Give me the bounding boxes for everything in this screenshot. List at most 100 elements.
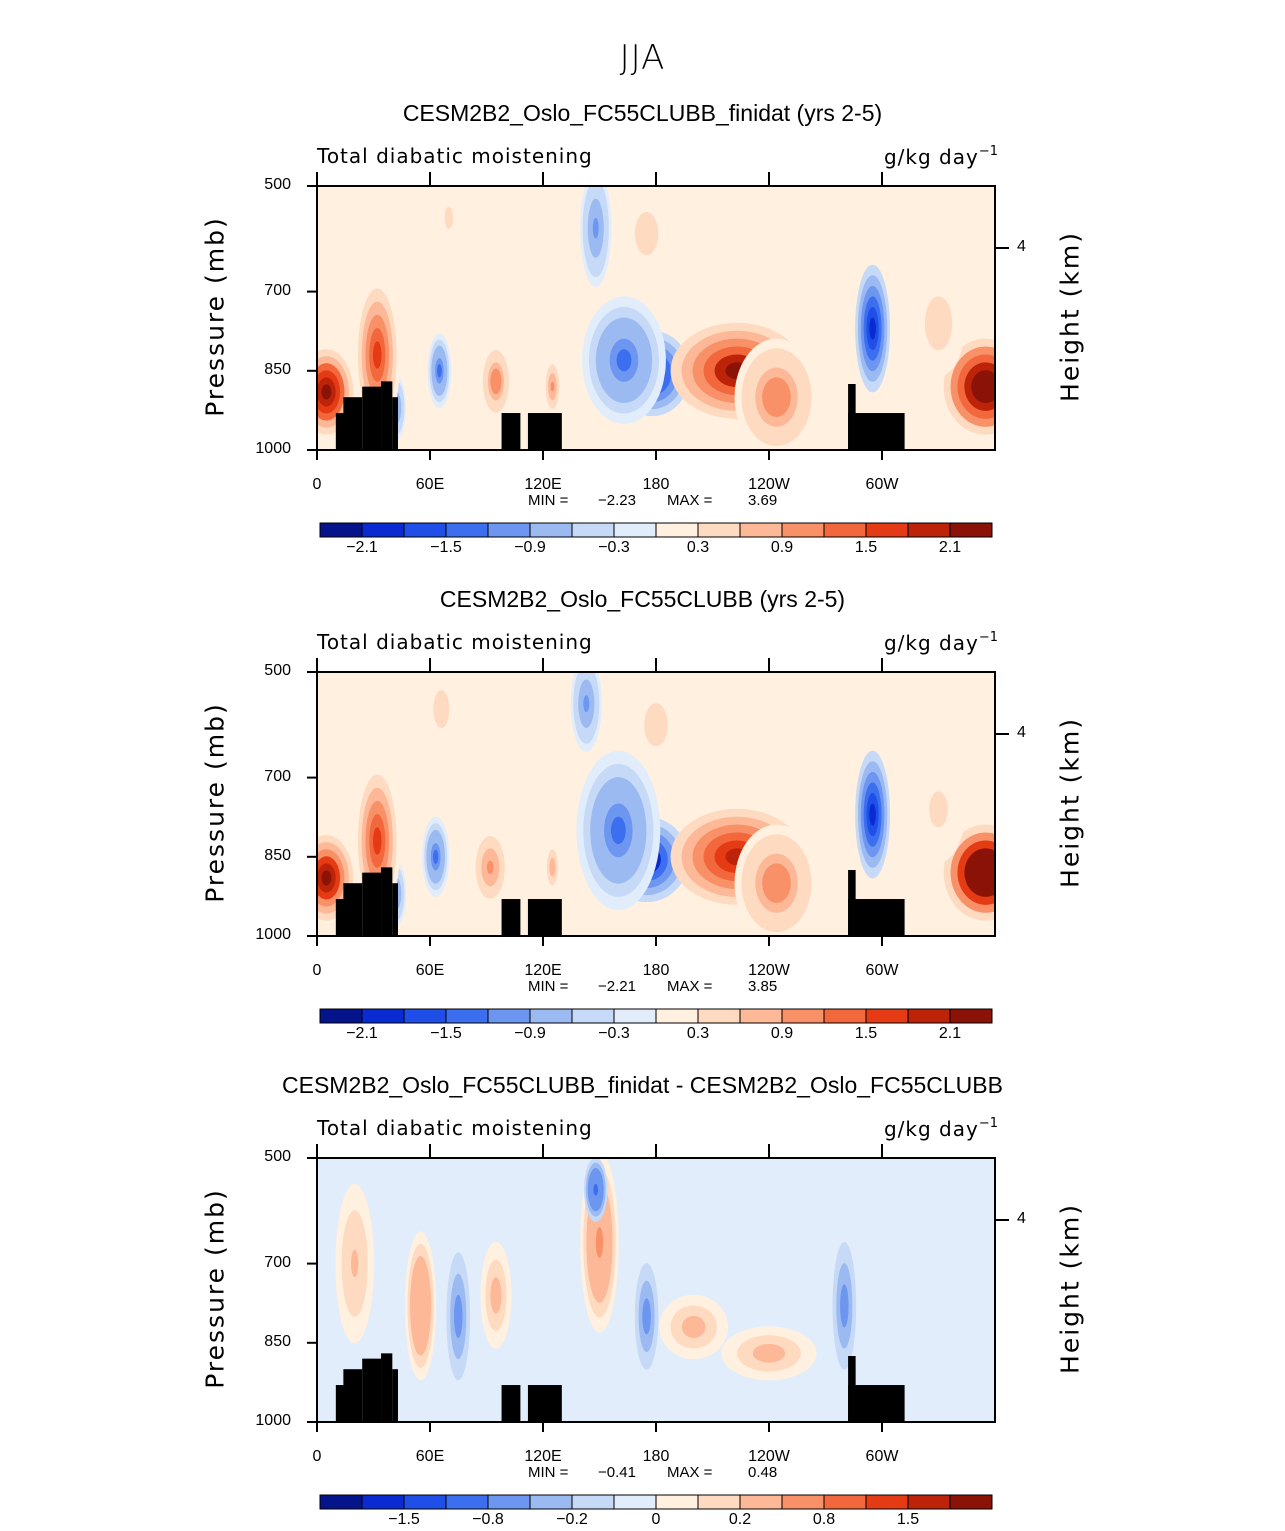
colorbar-label: 2.1 [938,539,962,556]
topography-mask [335,413,348,450]
x-tick-label: 120E [524,1448,562,1465]
colorbar-label: 1.5 [896,1511,920,1528]
variable-label: Total diabatic moistening [317,1116,593,1140]
colorbar-swatch [613,1494,657,1510]
min-value: −2.23 [598,492,636,509]
topography-mask [848,1385,905,1422]
x-tick-label: 120W [748,1448,790,1465]
contour-region [978,378,993,396]
colorbar-swatch [949,1494,993,1510]
contour-region [438,702,445,716]
y-tick-label: 850 [264,846,291,864]
x-tick-label: 0 [312,1448,322,1465]
panel-title: CESM2B2_Oslo_FC55CLUBB_finidat (yrs 2-5) [402,100,883,126]
contour-region [373,341,382,369]
max-label: MAX = [667,492,713,509]
colorbar-label: −0.3 [598,1025,630,1042]
colorbar-swatch [403,1494,447,1510]
x-tick-label: 120W [748,476,790,493]
colorbar-swatch [697,1494,741,1510]
x-tick-label: 60W [865,1448,899,1465]
contour-plot [307,658,1009,946]
colorbar-swatch [361,1494,405,1510]
contour-region [610,816,626,845]
colorbar-swatch [907,1494,951,1510]
units-base: g/kg day [883,1117,979,1141]
min-label: MIN = [528,492,569,509]
x-tick-label: 120E [524,476,562,493]
contour-region [583,695,590,713]
contour-region [437,364,442,378]
x-tick-label: 0 [312,962,322,979]
colorbar-swatch [529,1008,573,1024]
colorbar-swatch [697,1008,741,1024]
x-tick-label: 0 [312,476,322,493]
variable-label: Total diabatic moistening [317,630,593,654]
colorbar-label: −2.1 [346,1025,378,1042]
colorbar-label: −0.8 [472,1511,504,1528]
colorbar-swatch [319,1494,363,1510]
contour-region [432,849,439,864]
contour-region [446,211,452,224]
contour-region [978,864,993,882]
colorbar-swatch [781,522,825,538]
colorbar-swatch [487,522,531,538]
page-title: JJA [619,38,666,78]
colorbar-swatch [403,522,447,538]
contour-region [869,317,876,340]
colorbar-swatch [571,1494,615,1510]
colorbar-swatch [529,1494,573,1510]
contour-region [492,374,499,389]
contour-region [550,381,555,392]
topography-mask [848,899,905,936]
colorbar-swatch [445,1494,489,1510]
colorbar-label: −1.5 [430,1025,462,1042]
topography-mask [381,381,393,450]
colorbar-swatch [823,1008,867,1024]
contour-region [769,387,784,408]
contour-region [321,384,332,400]
max-value: 3.85 [748,978,778,995]
topography-mask [343,883,363,936]
contour-region [933,799,944,819]
y-tick-label: 850 [264,1332,291,1350]
x-tick-label: 180 [642,962,670,979]
topography-mask [392,883,398,936]
topography-mask [392,1369,398,1422]
contour-region [321,870,332,886]
colorbar-label: 0.9 [770,539,794,556]
max-label: MAX = [667,1464,713,1481]
colorbar-label: 0.9 [770,1025,794,1042]
colorbar-swatch [571,522,615,538]
y-axis-label: Pressure (mb) [200,1188,230,1389]
y-tick-label: 500 [264,662,291,679]
x-tick-label: 180 [642,1448,670,1465]
min-label: MIN = [528,978,569,995]
contour-plot [307,172,1009,460]
y-tick-label-right: 4 [1017,724,1026,741]
topography-mask [392,397,398,450]
colorbar-swatch [487,1008,531,1024]
units-exponent: −1 [978,144,998,159]
max-label: MAX = [667,978,713,995]
contour-region [550,862,555,873]
colorbar-label: −0.9 [514,1025,546,1042]
units-label: g/kg day−1 [884,630,998,655]
topography-mask [362,872,382,936]
topography-mask [527,1385,562,1422]
colorbar-swatch [655,1008,699,1024]
x-tick-label: 180 [642,476,670,493]
colorbar-swatch [655,522,699,538]
topography-mask [527,899,562,936]
contour-region [644,1307,649,1326]
colorbar-swatch [361,522,405,538]
colorbar [319,1008,993,1024]
colorbar-label: 0.3 [686,539,710,556]
colorbar-swatch [865,1494,909,1510]
y-axis-label-right: Height (km) [1055,717,1085,888]
contour-region [486,860,494,875]
contour-region [592,218,599,239]
units-label: g/kg day−1 [884,1116,998,1141]
contour-region [616,349,632,372]
min-label: MIN = [528,1464,569,1481]
